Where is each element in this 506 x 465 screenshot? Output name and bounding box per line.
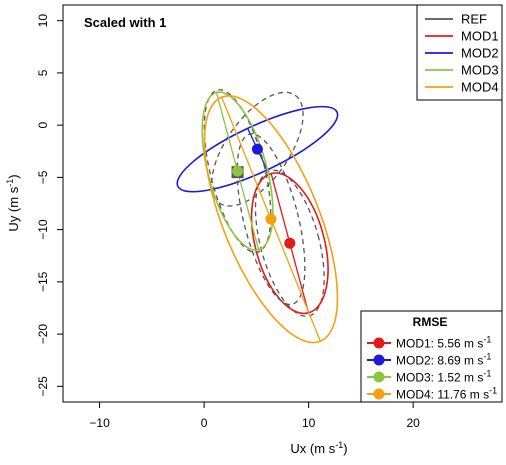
rmse-entry-unit-sup: -1 xyxy=(483,369,491,379)
x-tick-label: 0 xyxy=(201,416,208,430)
x-tick-label: −10 xyxy=(89,416,110,430)
legend-label-mod1: MOD1 xyxy=(461,29,499,44)
rmse-entry-text: MOD3: 1.52 m s xyxy=(396,371,483,385)
y-tick-label: 10 xyxy=(36,14,50,28)
x-axis-label-end: ) xyxy=(343,441,347,456)
mod1-point xyxy=(284,238,295,249)
mod2-point xyxy=(252,144,263,155)
rmse-entry-text: MOD1: 5.56 m s xyxy=(396,337,483,351)
y-tick-label: −20 xyxy=(36,324,50,345)
rmse-entry-unit-sup: -1 xyxy=(489,386,497,396)
rmse-entry-unit-sup: -1 xyxy=(483,335,491,345)
rmse-entry-text: MOD4: 11.76 m s xyxy=(396,388,489,402)
legend-label-mod4: MOD4 xyxy=(461,80,499,95)
rmse-marker-mod2 xyxy=(374,355,385,366)
rmse-entry-unit-sup: -1 xyxy=(483,352,491,362)
x-axis-label: Ux (m s-1) xyxy=(290,440,347,456)
rmse-title: RMSE xyxy=(413,315,448,329)
y-tick-label: 5 xyxy=(36,69,50,76)
legend-label-mod3: MOD3 xyxy=(461,63,499,78)
x-axis-label-sup: -1 xyxy=(335,440,343,450)
y-axis-label-end: ) xyxy=(6,174,21,178)
y-tick-label: 0 xyxy=(36,121,50,128)
rmse-label-mod4: MOD4: 11.76 m s-1 xyxy=(396,386,497,402)
legend-label-mod2: MOD2 xyxy=(461,46,499,61)
y-tick-label: −25 xyxy=(36,376,50,397)
rmse-marker-mod4 xyxy=(374,389,385,400)
plot-area xyxy=(168,77,365,359)
x-axis-label-main: Ux (m s xyxy=(290,441,335,456)
y-tick-label: −10 xyxy=(36,219,50,240)
y-tick-label: −5 xyxy=(36,170,50,184)
y-tick-label: −15 xyxy=(36,271,50,292)
chart-title: Scaled with 1 xyxy=(84,15,166,30)
x-tick-label: 10 xyxy=(302,416,316,430)
mod4-point xyxy=(266,214,277,225)
rmse-marker-mod1 xyxy=(374,338,385,349)
x-tick-label: 20 xyxy=(406,416,420,430)
rmse-label-mod2: MOD2: 8.69 m s-1 xyxy=(396,352,491,368)
y-axis-label-main: Uy (m s xyxy=(6,186,21,231)
y-axis-label-sup: -1 xyxy=(5,179,15,187)
rmse-label-mod3: MOD3: 1.52 m s-1 xyxy=(396,369,491,385)
mod3-point xyxy=(232,166,243,177)
legend: REF MOD1 MOD2 MOD3 MOD4 xyxy=(417,5,502,100)
legend-label-ref: REF xyxy=(461,12,487,27)
y-axis-label: Uy (m s-1) xyxy=(5,174,21,231)
rmse-marker-mod3 xyxy=(374,372,385,383)
rmse-entry-text: MOD2: 8.69 m s xyxy=(396,354,483,368)
rmse-label-mod1: MOD1: 5.56 m s-1 xyxy=(396,335,491,351)
